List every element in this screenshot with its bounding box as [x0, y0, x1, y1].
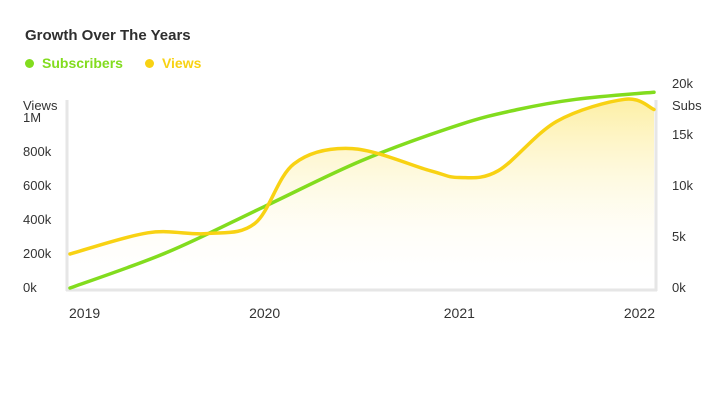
- left-tick-label: 800k: [23, 144, 52, 159]
- legend-item-subscribers[interactable]: Subscribers: [25, 55, 123, 71]
- legend-label-subscribers: Subscribers: [42, 55, 123, 71]
- legend-label-views: Views: [161, 55, 202, 71]
- legend: Subscribers Views: [25, 55, 201, 71]
- right-tick-label: 15k: [672, 127, 693, 142]
- views-line[interactable]: [68, 97, 656, 256]
- views-area-fill: [70, 99, 654, 289]
- right-axis-title: Subs: [672, 98, 702, 113]
- chart-title: Growth Over The Years: [25, 27, 191, 44]
- left-tick-label: 200k: [23, 246, 52, 261]
- x-tick-label: 2019: [69, 305, 100, 321]
- x-tick-label: 2022: [624, 305, 655, 321]
- subscribers-line[interactable]: [68, 90, 656, 290]
- right-tick-label: 0k: [672, 280, 686, 295]
- legend-dot-views: [144, 58, 154, 68]
- left-tick-label: 1M: [23, 110, 41, 125]
- x-tick-label: 2020: [249, 305, 280, 321]
- left-tick-label: 600k: [23, 178, 52, 193]
- legend-dot-subscribers: [25, 58, 34, 68]
- right-tick-label: 5k: [672, 229, 686, 244]
- x-tick-label: 2021: [444, 305, 475, 321]
- left-tick-label: 0k: [23, 280, 37, 295]
- right-tick-label: 10k: [672, 178, 693, 193]
- left-tick-label: 400k: [23, 212, 52, 227]
- right-tick-label: 20k: [672, 76, 693, 91]
- legend-item-views[interactable]: Views: [144, 55, 202, 71]
- left-axis-title: Views: [23, 98, 58, 113]
